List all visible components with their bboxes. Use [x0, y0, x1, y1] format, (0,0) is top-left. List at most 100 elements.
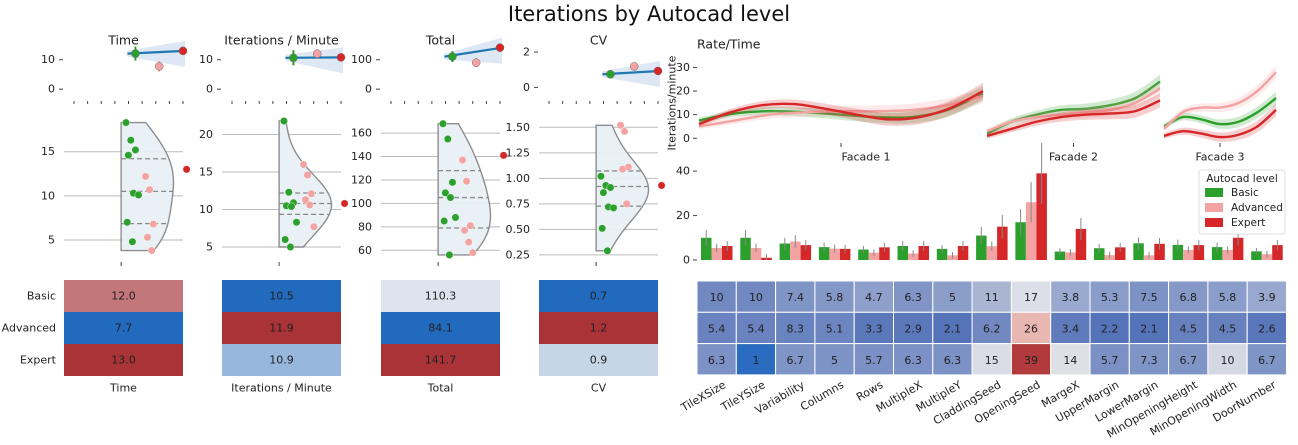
- top-mean-point-basic: [131, 49, 140, 58]
- raincloud-point-advanced: [462, 177, 471, 186]
- raincloud-point-expert: [657, 181, 666, 190]
- raincloud-ytick-label: 10: [41, 189, 55, 202]
- heatmap-cell-value: 5.7: [865, 354, 883, 367]
- raincloud-ytick-label: 1.25: [506, 146, 531, 159]
- table-xlabel-time: Time: [109, 382, 137, 395]
- rate-ytick-label: 30: [676, 61, 690, 74]
- bar-basic: [701, 237, 712, 260]
- heatmap-cell-value: 8.3: [787, 322, 805, 335]
- heatmap-cell-value: 6.3: [904, 291, 922, 304]
- raincloud-point-advanced: [147, 246, 156, 255]
- raincloud-ytick-label: 10: [199, 203, 213, 216]
- raincloud-point-advanced: [141, 172, 150, 181]
- table-cell-value: 1.2: [590, 322, 608, 335]
- bar-expert: [800, 245, 812, 260]
- heatmap-cell-value: 7.3: [1140, 354, 1158, 367]
- bar-advanced: [1025, 202, 1037, 260]
- top-ci-band: [127, 40, 185, 67]
- raincloud-ytick-label: 120: [351, 173, 372, 186]
- rate-ci-band-advanced: [987, 81, 1160, 135]
- raincloud-point-basic: [598, 224, 607, 233]
- heatmap-cell: [1010, 280, 1052, 313]
- raincloud-point-basic: [123, 218, 132, 227]
- table-xlabel-total: Total: [427, 382, 454, 395]
- bar-advanced: [711, 248, 722, 260]
- panel-title-cv: CV: [590, 33, 608, 48]
- raincloud-ytick-label: 0.50: [506, 223, 531, 236]
- rate-line-advanced: [986, 87, 1161, 133]
- top-mean-point-expert: [336, 53, 346, 62]
- heatmap-cell: [1089, 280, 1130, 313]
- raincloud-point-advanced: [307, 189, 316, 198]
- bar-basic: [779, 243, 791, 260]
- raincloud-point-basic: [124, 151, 133, 160]
- bar-expert: [722, 246, 733, 260]
- legend-swatch-expert: [1205, 218, 1223, 227]
- heatmap-cell-value: 6.3: [944, 354, 962, 367]
- raincloud-ytick-label: 15: [41, 145, 55, 158]
- top-ytick-label: 0: [365, 83, 372, 96]
- bar-advanced: [829, 248, 840, 260]
- heatmap-cell-value: 5: [949, 291, 956, 304]
- top-ytick-label: 0: [48, 83, 55, 96]
- figure-title: Iterations by Autocad level: [507, 2, 791, 26]
- rate-title: Rate/Time: [697, 37, 761, 52]
- bar-basic: [858, 249, 869, 260]
- top-mean-point-basic: [448, 52, 457, 61]
- raincloud-point-basic: [443, 135, 452, 143]
- table-cell-value: 10.9: [269, 354, 294, 367]
- rate-line-expert: [1163, 109, 1277, 139]
- table-cell-basic: [539, 280, 658, 312]
- heatmap-cell: [735, 280, 777, 313]
- raincloud-point-expert: [182, 165, 191, 174]
- raincloud-point-basic: [292, 218, 301, 227]
- top-ytick-label: 100: [351, 53, 372, 66]
- bar-expert: [997, 226, 1008, 260]
- rate-line-advanced: [1163, 71, 1277, 130]
- rate-ci-band-basic: [1164, 91, 1276, 130]
- bar-expert: [1154, 243, 1165, 260]
- bar-expert: [1036, 173, 1047, 260]
- heatmap-cell: [1246, 280, 1287, 313]
- bar-expert: [839, 248, 851, 260]
- rate-ylabel: Iterations/minute: [666, 55, 679, 150]
- rate-line-expert: [698, 89, 984, 126]
- raincloud-point-basic: [451, 213, 460, 222]
- panel-title-time: Time: [107, 33, 139, 48]
- top-ytick-label: 2: [523, 46, 530, 59]
- raincloud-point-advanced: [305, 201, 314, 209]
- table-xlabel-cv: CV: [591, 382, 607, 395]
- bar-basic: [818, 247, 830, 260]
- rate-ci-band-expert: [699, 82, 983, 127]
- rate-facet-label: Facade 2: [1049, 151, 1098, 164]
- raincloud-point-advanced: [143, 233, 152, 242]
- heatmap-cell-value: 26: [1024, 322, 1038, 335]
- raincloud-point-expert: [340, 199, 349, 208]
- top-mean-point-advanced: [471, 58, 481, 67]
- bar-expert: [1075, 228, 1087, 260]
- heatmap-cell-value: 5.4: [708, 322, 726, 335]
- raincloud-ytick-label: 60: [358, 244, 372, 257]
- top-ci-band: [602, 60, 660, 87]
- table-cell-value: 0.7: [590, 290, 608, 303]
- bar-basic: [1094, 248, 1105, 260]
- heatmap-cell-value: 10: [1221, 354, 1235, 367]
- raincloud-violin: [437, 123, 492, 256]
- heatmap-cell-value: 10: [749, 291, 763, 304]
- raincloud-point-advanced: [149, 220, 158, 228]
- heatmap-cell-value: 3.8: [1062, 291, 1080, 304]
- raincloud-point-basic: [284, 188, 293, 197]
- legend-title: Autocad level: [1206, 173, 1278, 185]
- bar-expert: [879, 247, 890, 260]
- heatmap-cell-value: 2.9: [904, 322, 922, 335]
- bar-advanced: [868, 252, 880, 260]
- heatmap-cell: [775, 280, 816, 313]
- heatmap-cell-value: 2.1: [944, 322, 962, 335]
- heatmap-cell-value: 2.1: [1140, 322, 1158, 335]
- table-cell-expert: [222, 344, 341, 376]
- raincloud-ytick-label: 20: [199, 128, 213, 141]
- table-cell-basic: [64, 280, 183, 312]
- raincloud-point-advanced: [460, 226, 469, 235]
- heatmap-cell-value: 6.8: [1180, 291, 1198, 304]
- heatmap-cell-value: 6.2: [983, 322, 1001, 335]
